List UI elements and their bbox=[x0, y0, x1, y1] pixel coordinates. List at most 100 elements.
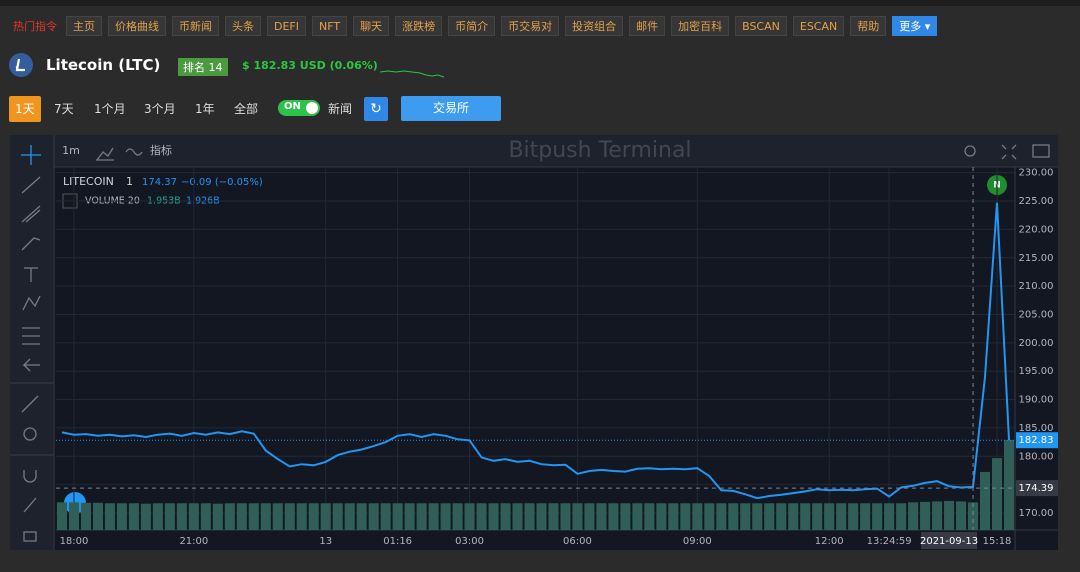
volume-bar bbox=[296, 503, 307, 530]
volume-bar bbox=[896, 503, 907, 530]
volume-bar bbox=[344, 503, 355, 530]
nav-item[interactable]: 币新闻 bbox=[172, 16, 219, 36]
nav-item[interactable]: 价格曲线 bbox=[108, 16, 166, 36]
coin-name: Litecoin (LTC) bbox=[46, 56, 161, 74]
volume-bar bbox=[752, 503, 763, 530]
volume-bar bbox=[536, 503, 547, 530]
volume-bar bbox=[404, 503, 415, 530]
nav-item[interactable]: 邮件 bbox=[629, 16, 666, 36]
volume-bar bbox=[308, 503, 319, 530]
refresh-button[interactable]: ↻ bbox=[364, 97, 388, 121]
crosshair-price-box bbox=[1016, 480, 1058, 497]
volume-bar bbox=[332, 503, 343, 530]
volume-bar bbox=[644, 503, 655, 530]
volume-bar bbox=[668, 503, 679, 530]
nav-item[interactable]: 主页 bbox=[66, 16, 102, 36]
top-strip bbox=[0, 0, 1080, 6]
ltc-logo bbox=[9, 53, 33, 77]
plot-layer: 170.00175.00180.00185.00190.00195.00200.… bbox=[56, 167, 1058, 550]
news-toggle[interactable]: ON bbox=[278, 100, 320, 116]
range-button[interactable]: 3个月 bbox=[144, 102, 176, 116]
volume-bar bbox=[920, 501, 931, 530]
nav-item[interactable]: 加密百科 bbox=[671, 16, 730, 36]
nav-item[interactable]: 涨跌榜 bbox=[395, 16, 443, 36]
volume-bar bbox=[380, 503, 391, 530]
volume-bar bbox=[212, 503, 223, 530]
volume-bar bbox=[116, 503, 127, 530]
volume-bar bbox=[152, 503, 163, 530]
volume-bar bbox=[464, 503, 475, 530]
volume-bar bbox=[452, 503, 463, 530]
volume-bar bbox=[56, 502, 68, 530]
y-tick-label: 225.00 bbox=[1019, 196, 1054, 207]
y-tick-label: 215.00 bbox=[1019, 253, 1054, 264]
volume-bar bbox=[968, 502, 979, 530]
nav-item[interactable]: ESCAN bbox=[792, 16, 845, 36]
volume-bar bbox=[824, 503, 835, 530]
volume-bar bbox=[979, 471, 991, 530]
crosshair-date-box bbox=[921, 532, 978, 549]
nav-item[interactable]: 帮助 bbox=[850, 16, 887, 36]
nav-item[interactable]: 投资组合 bbox=[565, 16, 624, 36]
nav-item[interactable]: NFT bbox=[312, 16, 348, 36]
nav-item[interactable]: 聊天 bbox=[353, 16, 390, 36]
current-price-box bbox=[1016, 432, 1058, 449]
y-tick-label: 200.00 bbox=[1019, 338, 1054, 349]
legend-last: 174.37 bbox=[142, 177, 177, 188]
legend-symbol: LITECOIN bbox=[63, 175, 114, 188]
nav-item[interactable]: BSCAN bbox=[735, 16, 787, 36]
volume-bar bbox=[428, 503, 439, 530]
volume-bar bbox=[692, 503, 703, 530]
nav-more[interactable]: 更多 ▾ bbox=[892, 16, 938, 36]
volume-bar bbox=[932, 501, 943, 530]
nav-hot[interactable]: 热门指令 bbox=[13, 20, 57, 33]
nav-item[interactable]: DEFI bbox=[267, 16, 306, 36]
nav-item[interactable]: 币简介 bbox=[448, 16, 496, 36]
news-label: 新闻 bbox=[328, 102, 353, 116]
volume-bar bbox=[476, 503, 487, 530]
crosshair-date-label: 2021-09-13 bbox=[920, 536, 978, 547]
volume-bar bbox=[944, 500, 955, 530]
volume-bar bbox=[176, 503, 187, 530]
volume-bar bbox=[440, 503, 451, 530]
volume-bar bbox=[272, 503, 283, 530]
range-button[interactable]: 1天 bbox=[9, 96, 41, 122]
x-tick-label: 13 bbox=[319, 536, 332, 547]
toggle-label: ON bbox=[284, 101, 301, 112]
indicators-label[interactable]: 指标 bbox=[150, 143, 172, 157]
volume-bar bbox=[908, 502, 919, 530]
range-button[interactable]: 1年 bbox=[195, 102, 215, 116]
range-button[interactable]: 1个月 bbox=[94, 102, 126, 116]
interval-label[interactable]: 1m bbox=[62, 144, 80, 157]
y-tick-label: 180.00 bbox=[1019, 451, 1054, 462]
exchange-button[interactable]: 交易所 bbox=[401, 96, 501, 121]
volume-bar bbox=[740, 503, 751, 530]
coin-price: $ 182.83 USD (0.06%) bbox=[242, 59, 378, 72]
volume-bar bbox=[488, 503, 499, 530]
volume-bar bbox=[584, 503, 595, 530]
volume-bar bbox=[68, 502, 80, 530]
y-tick-label: 195.00 bbox=[1019, 366, 1054, 377]
volume-bar bbox=[236, 503, 247, 530]
legend-change: −0.09 (−0.05%) bbox=[181, 177, 263, 188]
range-button[interactable]: 7天 bbox=[54, 102, 74, 116]
price-line bbox=[61, 202, 1010, 500]
y-tick-label: 210.00 bbox=[1019, 281, 1054, 292]
nav-item[interactable]: 币交易对 bbox=[501, 16, 560, 36]
x-tick-label: 03:00 bbox=[455, 536, 484, 547]
range-button[interactable]: 全部 bbox=[234, 102, 259, 116]
volume-bar bbox=[620, 503, 631, 530]
volume-bar bbox=[848, 503, 859, 530]
volume-bar bbox=[836, 503, 847, 530]
legend-interval: 1 bbox=[126, 175, 133, 188]
x-tick-label: 12:00 bbox=[815, 536, 844, 547]
volume-bar bbox=[248, 503, 259, 530]
volume-bar bbox=[656, 503, 667, 530]
volume-bar bbox=[812, 503, 823, 530]
volume-bar bbox=[776, 503, 787, 530]
x-tick-label: 01:16 bbox=[383, 536, 412, 547]
x-tick-label: 13:24:59 bbox=[867, 536, 912, 547]
volume-bar bbox=[188, 503, 199, 530]
nav-item[interactable]: 头条 bbox=[225, 16, 261, 36]
volume-bar bbox=[512, 503, 523, 530]
